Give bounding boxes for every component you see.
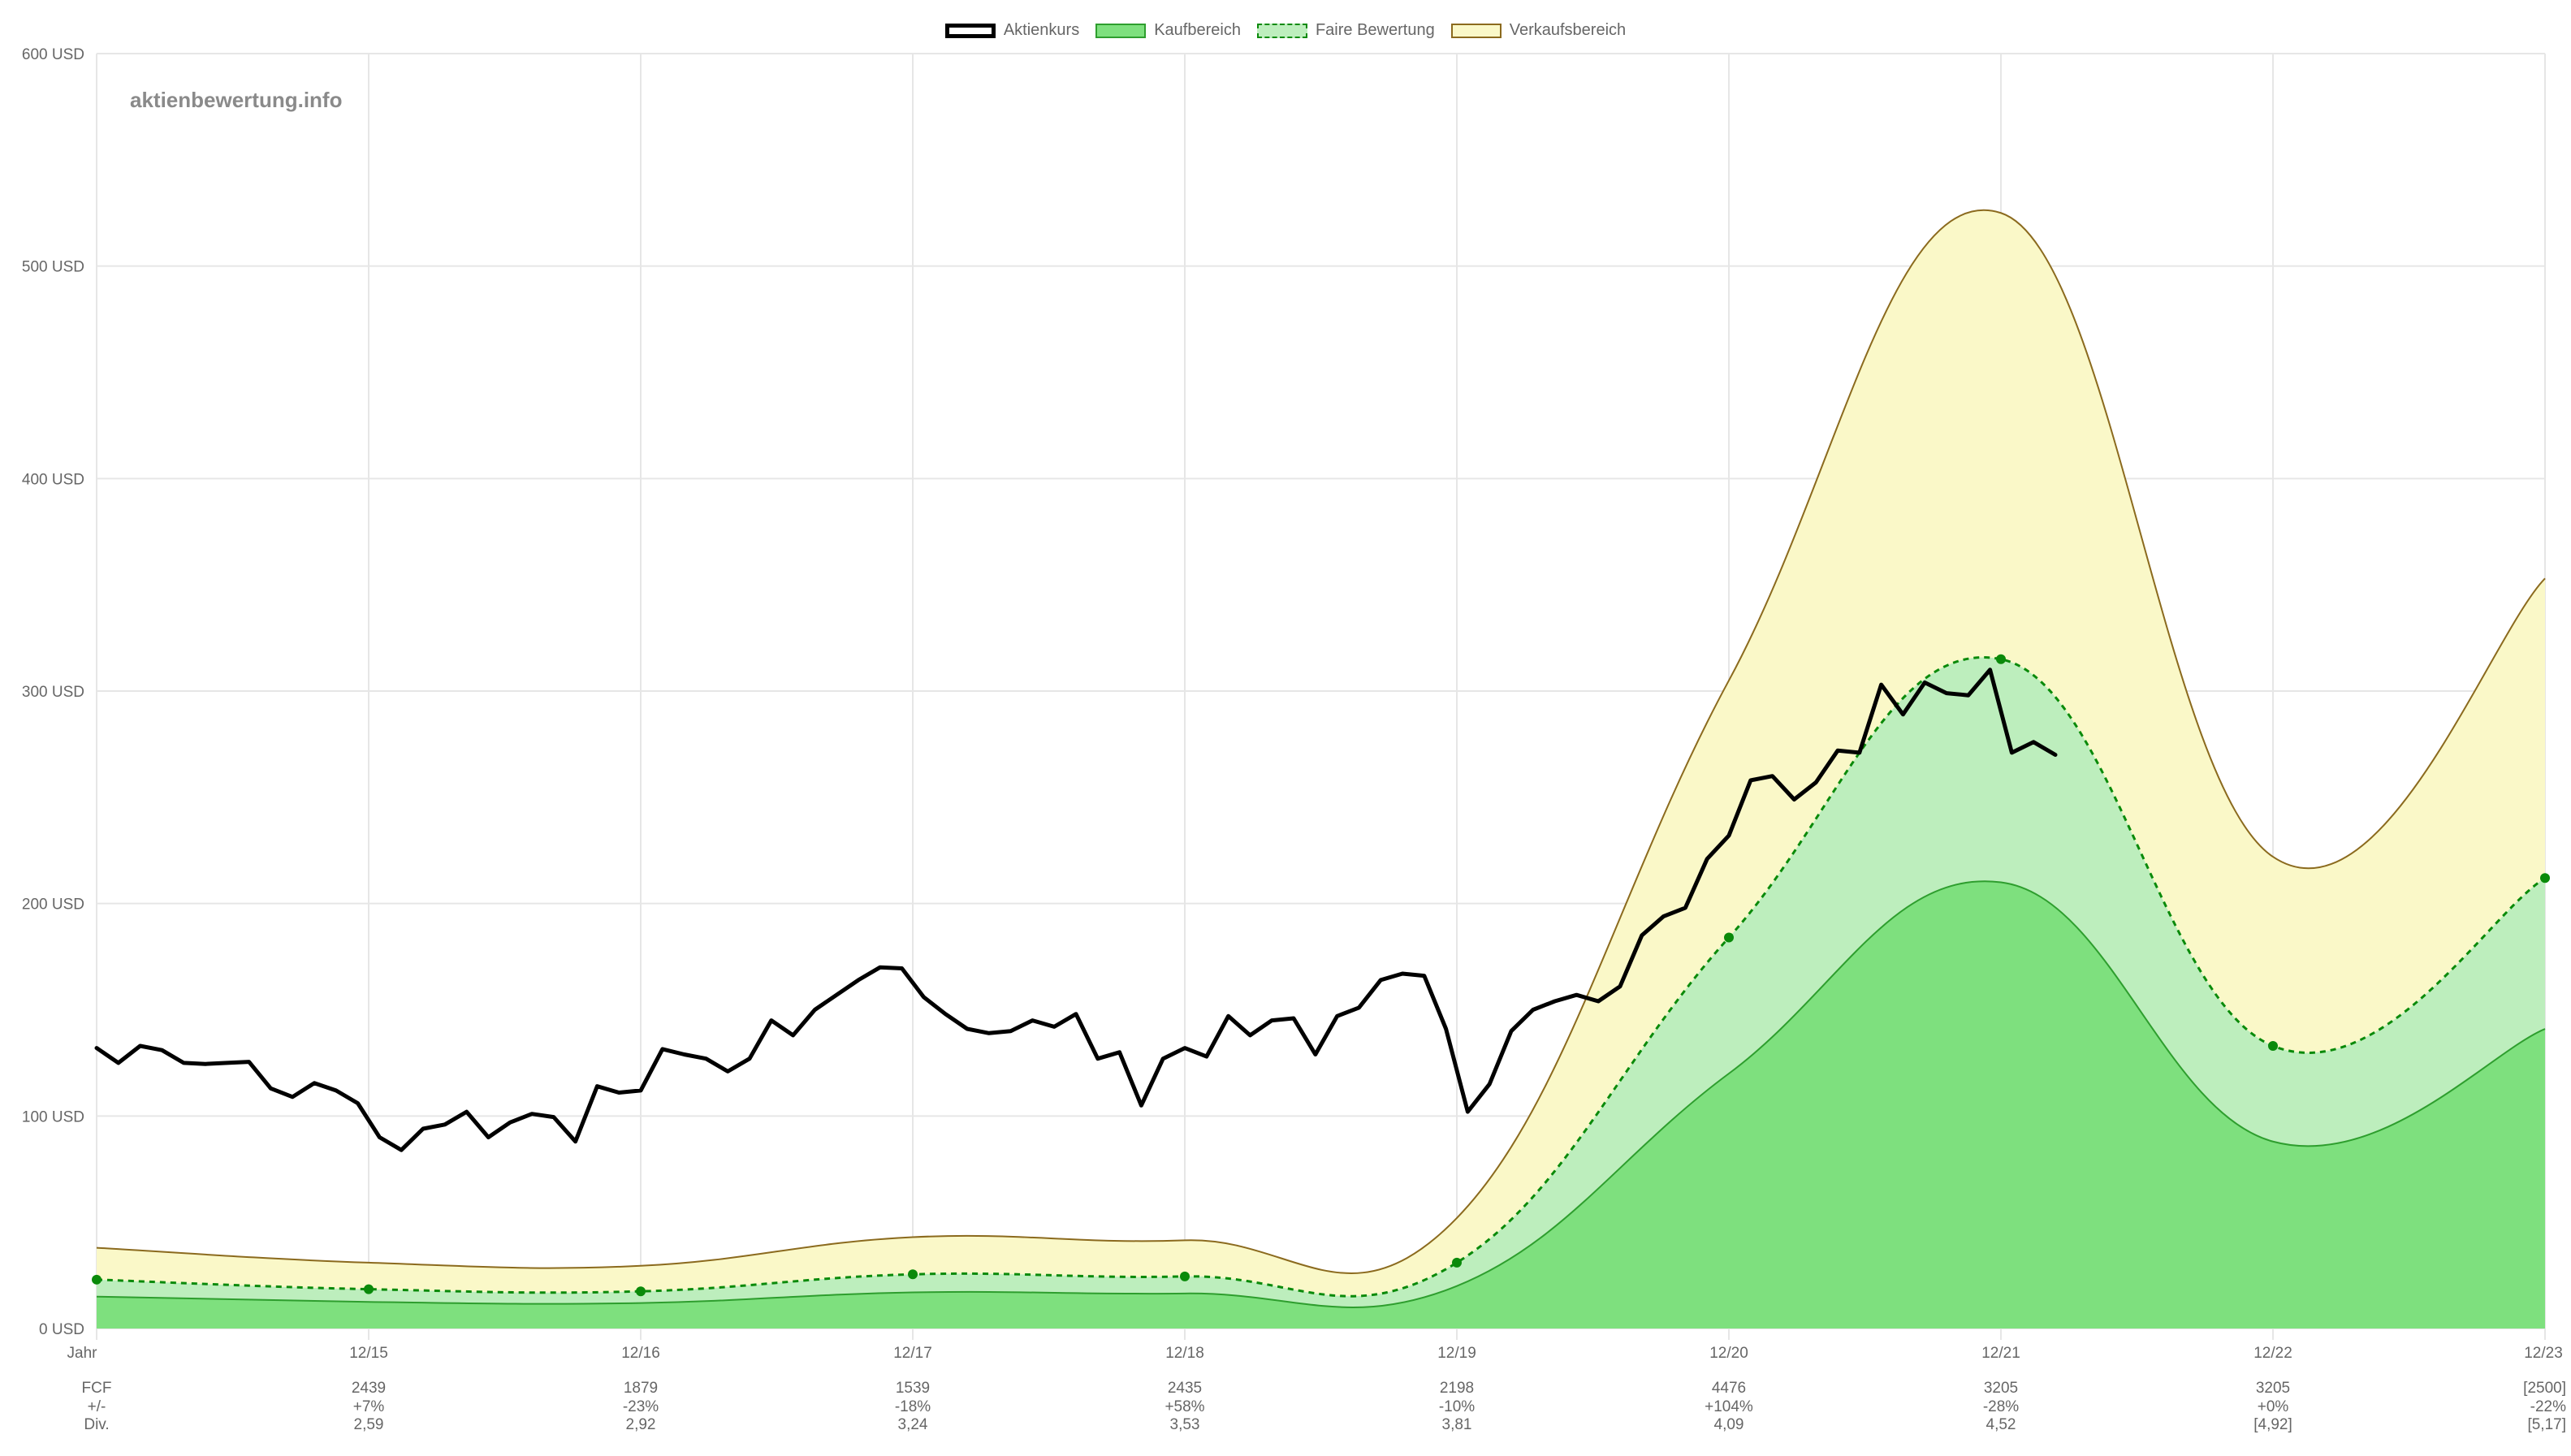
legend-swatch <box>1256 23 1307 38</box>
table-cell-value: [4,92] <box>2253 1416 2292 1433</box>
y-tick-label: 100 USD <box>22 1108 84 1125</box>
table-cell-value: 2,92 <box>626 1416 656 1433</box>
y-tick-label: 500 USD <box>22 259 84 276</box>
table-cell-value: 3205 <box>1984 1380 2018 1397</box>
x-tick-label: 12/18 <box>1165 1345 1204 1362</box>
fair-value-point <box>1724 932 1734 943</box>
table-row-label: Div. <box>84 1416 109 1433</box>
y-tick-label: 600 USD <box>22 46 84 63</box>
table-cell-value: 4,09 <box>1714 1416 1744 1433</box>
table-cell-value: [2500] <box>2523 1380 2566 1397</box>
legend-item[interactable]: Kaufbereich <box>1095 21 1241 40</box>
table-cell-value: 1539 <box>896 1380 930 1397</box>
table-cell-value: 4476 <box>1712 1380 1746 1397</box>
fair-value-point <box>2268 1040 2278 1051</box>
table-cell-value: -28% <box>1983 1398 2019 1415</box>
x-tick-label: Jahr <box>67 1345 98 1362</box>
table-cell-value: [5,17] <box>2527 1416 2566 1433</box>
table-cell-value: +104% <box>1705 1398 1753 1415</box>
legend-label: Kaufbereich <box>1154 21 1241 39</box>
fair-value-point <box>2540 873 2550 884</box>
table-cell-value: -18% <box>895 1398 931 1415</box>
sell-zone-line <box>96 210 2546 1274</box>
y-tick-label: 0 USD <box>39 1321 84 1338</box>
chart-legend: Aktienkurs Kaufbereich Faire Bewertung Verk… <box>0 21 2571 40</box>
table-cell-value: 3,24 <box>898 1416 928 1433</box>
table-cell-value: 3,53 <box>1170 1416 1200 1433</box>
price-line <box>94 668 2058 1152</box>
fair-value-point <box>1996 654 2006 664</box>
fair-zone-area <box>97 657 2545 1307</box>
table-cell-value: -10% <box>1439 1398 1475 1415</box>
table-cell-value: 3205 <box>2256 1380 2290 1397</box>
table-cell-value: +7% <box>353 1398 385 1415</box>
buy-zone-area <box>97 881 2545 1329</box>
x-tick-label: 12/22 <box>2253 1345 2292 1362</box>
y-tick-label: 400 USD <box>22 471 84 488</box>
legend-item[interactable]: Faire Bewertung <box>1256 21 1435 40</box>
buy-zone-line <box>96 880 2546 1308</box>
legend-label: Verkaufsbereich <box>1509 21 1627 39</box>
y-tick-label: 200 USD <box>22 896 84 914</box>
table-cell-value: +58% <box>1165 1398 1204 1415</box>
table-cell-value: 2,59 <box>354 1416 384 1433</box>
fair-value-point <box>364 1284 374 1294</box>
fair-value-point <box>1452 1257 1462 1268</box>
x-tick-label: 12/20 <box>1709 1345 1748 1362</box>
legend-swatch <box>944 23 996 38</box>
table-cell-value: +0% <box>2258 1398 2289 1415</box>
legend-label: Faire Bewertung <box>1315 21 1435 39</box>
table-cell-value: -23% <box>623 1398 659 1415</box>
table-cell-value: -22% <box>2530 1398 2566 1415</box>
y-tick-label: 300 USD <box>22 684 84 701</box>
fair-value-point <box>908 1269 918 1280</box>
fair-value-point <box>1180 1271 1190 1281</box>
fair-value-point <box>636 1286 646 1297</box>
table-cell-value: 2198 <box>1440 1380 1474 1397</box>
legend-item[interactable]: Verkaufsbereich <box>1450 21 1627 40</box>
watermark-text: aktienbewertung.info <box>130 88 343 112</box>
x-tick-label: 12/17 <box>893 1345 932 1362</box>
sell-zone-area <box>97 210 2545 1297</box>
x-tick-label: 12/15 <box>349 1345 388 1362</box>
x-tick-label: 12/23 <box>2524 1345 2563 1362</box>
x-tick-label: 12/16 <box>621 1345 660 1362</box>
fair-value-point <box>92 1274 102 1285</box>
legend-item[interactable]: Aktienkurs <box>944 21 1080 40</box>
legend-swatch <box>1095 23 1147 38</box>
table-cell-value: 4,52 <box>1986 1416 2016 1433</box>
legend-swatch <box>1450 23 1502 38</box>
x-tick-label: 12/21 <box>1981 1345 2020 1362</box>
table-cell-value: 3,81 <box>1442 1416 1472 1433</box>
table-cell-value: 1879 <box>624 1380 658 1397</box>
x-tick-label: 12/19 <box>1437 1345 1476 1362</box>
table-cell-value: 2435 <box>1168 1380 1202 1397</box>
table-row-label: +/- <box>88 1398 106 1415</box>
table-cell-value: 2439 <box>352 1380 386 1397</box>
table-row-label: FCF <box>82 1380 112 1397</box>
fair-value-line <box>96 656 2546 1298</box>
legend-label: Aktienkurs <box>1003 21 1080 39</box>
